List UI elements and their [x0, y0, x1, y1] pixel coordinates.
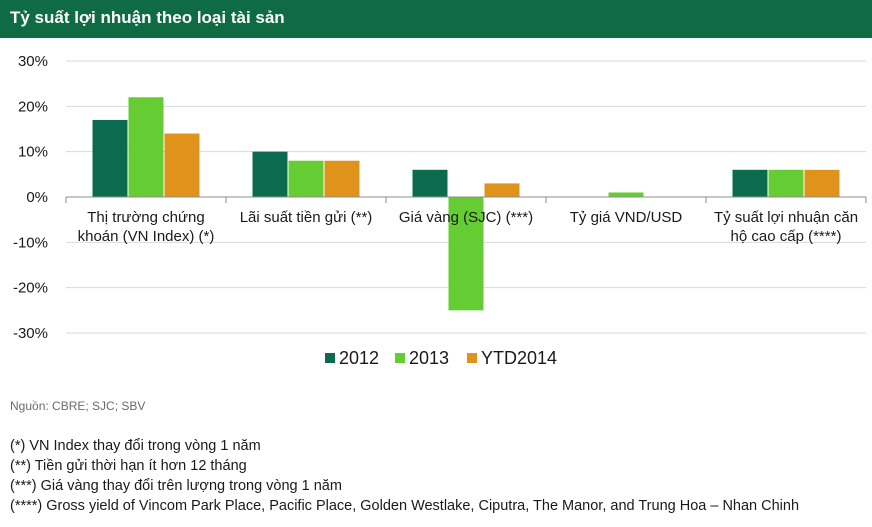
y-tick-label: -20%: [13, 280, 48, 297]
y-tick-label: -10%: [13, 234, 48, 251]
y-tick-label: 20%: [18, 98, 48, 115]
bar-ytd2014: [804, 169, 840, 197]
footnote: (*) VN Index thay đổi trong vòng 1 năm: [10, 438, 261, 454]
bar-2013: [128, 97, 164, 197]
bar-2012: [412, 169, 448, 197]
category-label: Tỷ suất lợi nhuận căn: [714, 209, 858, 226]
bar-2013: [608, 192, 644, 197]
legend-label: 2012: [339, 348, 379, 368]
chart-title: Tỷ suất lợi nhuận theo loại tài sản: [10, 8, 285, 27]
source-note: Nguồn: CBRE; SJC; SBV: [10, 399, 146, 413]
category-label: hộ cao cấp (****): [731, 228, 842, 245]
footnote: (***) Giá vàng thay đổi trên lượng trong…: [10, 478, 342, 494]
bar-2013: [288, 160, 324, 197]
footnotes: (*) VN Index thay đổi trong vòng 1 năm (…: [10, 436, 872, 516]
legend-label: 2013: [409, 348, 449, 368]
category-label: Lãi suất tiền gửi (**): [240, 209, 373, 226]
legend-swatch: [395, 353, 405, 363]
legend-swatch: [467, 353, 477, 363]
category-label: khoán (VN Index) (*): [78, 228, 215, 245]
legend-swatch: [325, 353, 335, 363]
category-label: Giá vàng (SJC) (***): [399, 209, 533, 226]
bar-2013: [448, 197, 484, 311]
y-tick-label: 0%: [26, 189, 48, 206]
legend-label: YTD2014: [481, 348, 557, 368]
chart-area: 30% 20% 10% 0% -10% -20% -30% Thị trường chứng k…: [0, 38, 872, 390]
category-label: Tỷ giá VND/USD: [570, 209, 683, 226]
bar-2012: [732, 169, 768, 197]
title-bar: Tỷ suất lợi nhuận theo loại tài sản: [0, 0, 872, 38]
y-tick-label: 10%: [18, 144, 48, 161]
bar-2012: [252, 151, 288, 197]
bar-ytd2014: [164, 133, 200, 197]
bar-chart: 30% 20% 10% 0% -10% -20% -30% Thị trường chứng k…: [13, 53, 867, 368]
bar-2013: [768, 169, 804, 197]
bar-ytd2014: [324, 160, 360, 197]
footnote: (****) Gross yield of Vincom Park Place,…: [10, 498, 800, 514]
category-label: Thị trường chứng: [87, 209, 204, 226]
bar-2012: [92, 119, 128, 197]
footnote: (**) Tiền gửi thời hạn ít hơn 12 tháng: [10, 458, 247, 474]
bar-ytd2014: [484, 183, 520, 197]
y-tick-label: -30%: [13, 325, 48, 342]
y-tick-label: 30%: [18, 53, 48, 70]
